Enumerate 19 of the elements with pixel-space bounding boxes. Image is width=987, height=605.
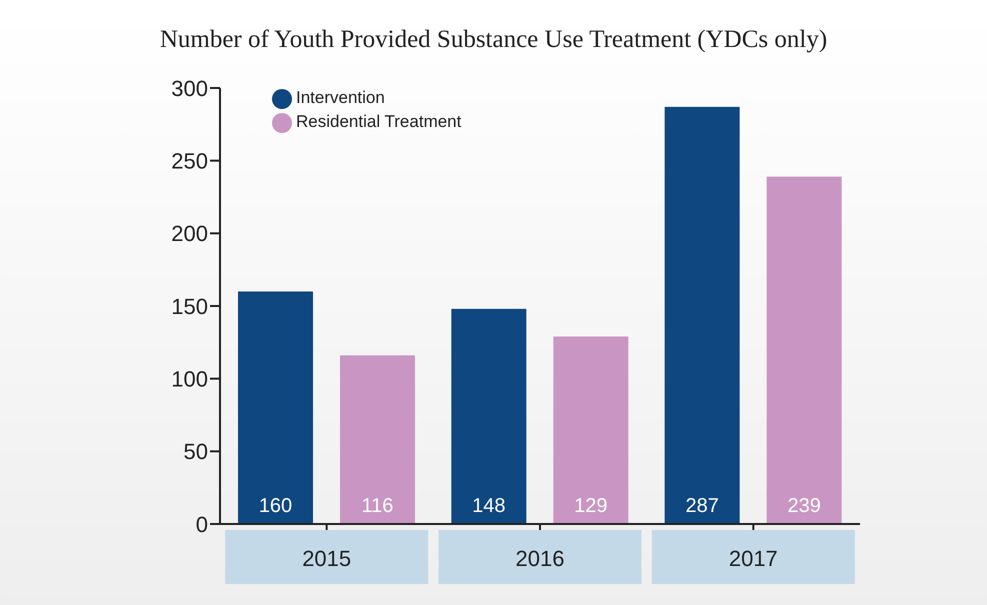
data-label: 148 (472, 495, 506, 517)
x-tick-label: 2017 (728, 546, 778, 571)
y-tick-label: 300 (171, 76, 208, 101)
y-tick-label: 100 (171, 366, 208, 392)
legend-label: Intervention (296, 88, 385, 107)
y-tick-label: 250 (171, 148, 208, 174)
y-tick-label: 0 (196, 512, 208, 537)
legend-label: Residential Treatment (296, 112, 462, 131)
y-tick-label: 50 (184, 439, 208, 464)
x-tick-label: 2015 (302, 546, 352, 571)
y-tick-label: 150 (171, 294, 208, 319)
data-label: 239 (787, 495, 821, 517)
x-tick-label: 2016 (516, 546, 564, 571)
chart-title: Number of Youth Provided Substance Use Treatment (YDCs only) (158, 26, 828, 54)
y-tick-label: 200 (171, 221, 208, 246)
data-label: 160 (258, 495, 292, 517)
data-label: 129 (574, 495, 608, 517)
data-label: 287 (685, 495, 719, 517)
data-label: 116 (362, 495, 394, 517)
